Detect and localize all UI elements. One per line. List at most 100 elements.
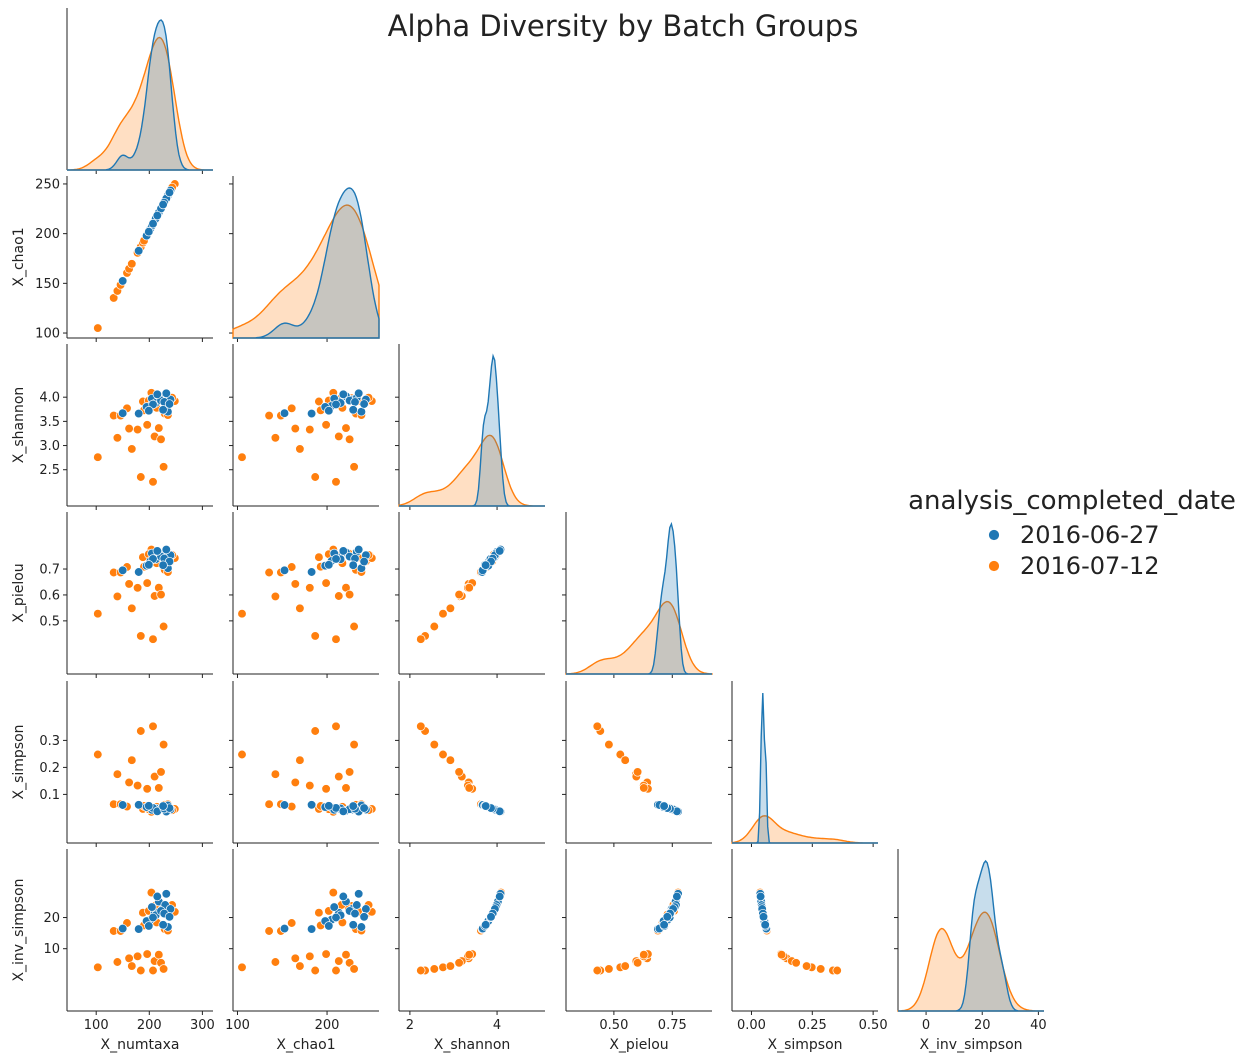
panel-X_inv_simpson-vs-X_chao1: 100 200 X_chao1 [225, 849, 379, 1053]
point-2016-07-12 [429, 621, 439, 632]
point-2016-07-12 [464, 783, 474, 793]
point-2016-07-12 [454, 589, 464, 600]
point-2016-06-27 [348, 920, 358, 930]
panel-X_simpson-vs-X_pielou [562, 681, 712, 847]
point-2016-06-27 [331, 399, 341, 410]
point-2016-06-27 [495, 546, 505, 556]
point-2016-07-12 [154, 423, 164, 433]
point-2016-07-12 [142, 949, 152, 959]
point-2016-06-27 [359, 803, 369, 813]
point-2016-07-12 [349, 462, 359, 472]
point-2016-06-27 [161, 544, 171, 555]
point-2016-06-27 [659, 920, 669, 930]
point-2016-07-12 [429, 964, 439, 974]
point-2016-07-12 [349, 621, 359, 632]
point-2016-07-12 [132, 424, 143, 435]
y-tick-label: 3.5 [39, 415, 60, 430]
y-tick-label: 4.0 [39, 391, 60, 406]
point-2016-07-12 [639, 783, 649, 793]
chart-title: Alpha Diversity by Batch Groups [388, 9, 859, 43]
point-2016-07-12 [341, 423, 351, 433]
point-2016-07-12 [310, 965, 320, 976]
point-2016-06-27 [481, 801, 491, 811]
point-2016-07-12 [344, 767, 355, 777]
point-2016-07-12 [112, 591, 123, 602]
point-2016-07-12 [334, 956, 344, 966]
point-2016-07-12 [124, 953, 134, 963]
panel-X_chao1-vs-X_chao1 [229, 176, 380, 342]
y-tick-label: 0.6 [39, 588, 60, 603]
point-2016-07-12 [154, 783, 164, 793]
point-2016-07-12 [328, 887, 338, 898]
y-axis-label: X_chao1 [11, 227, 27, 286]
x-tick-label: 100 [225, 1018, 250, 1033]
point-2016-07-12 [321, 784, 331, 794]
point-2016-06-27 [134, 924, 144, 934]
point-2016-07-12 [429, 739, 439, 750]
point-2016-07-12 [438, 749, 448, 760]
x-axis-label: X_inv_simpson [919, 1037, 1022, 1053]
kde-2016-06-27 [67, 19, 213, 171]
x-tick-label: 300 [190, 1018, 215, 1033]
panel-X_numtaxa-vs-X_numtaxa [66, 8, 213, 174]
point-2016-06-27 [161, 889, 171, 899]
point-2016-06-27 [659, 801, 669, 811]
panel-X_pielou-vs-X_chao1 [229, 512, 379, 678]
point-2016-06-27 [760, 920, 770, 930]
point-2016-06-27 [118, 565, 128, 575]
point-2016-07-12 [454, 958, 464, 968]
point-2016-06-27 [164, 399, 175, 409]
point-2016-07-12 [136, 472, 146, 482]
point-2016-07-12 [158, 739, 169, 750]
legend-title: analysis_completed_date [908, 486, 1236, 516]
y-tick-label: 250 [35, 177, 60, 192]
point-2016-07-12 [416, 721, 426, 731]
point-2016-07-12 [93, 452, 103, 462]
kde-2016-07-12 [565, 600, 713, 675]
x-tick-label: 0.75 [658, 1018, 687, 1033]
point-2016-07-12 [445, 961, 456, 971]
panel-X_simpson-vs-X_chao1 [229, 681, 379, 847]
point-2016-06-27 [147, 902, 157, 912]
point-2016-07-12 [620, 755, 630, 765]
kde-2016-07-12 [232, 204, 380, 339]
y-tick-label: 0.1 [39, 788, 60, 803]
point-2016-07-12 [124, 777, 134, 788]
point-2016-06-27 [338, 806, 348, 816]
point-2016-07-12 [93, 962, 103, 972]
point-2016-06-27 [144, 560, 154, 570]
point-2016-06-27 [338, 389, 348, 399]
x-tick-label: 20 [974, 1018, 991, 1033]
legend-label-2016-06-27: 2016-06-27 [1020, 521, 1159, 549]
point-2016-06-27 [324, 921, 334, 931]
point-2016-07-12 [148, 965, 158, 976]
point-2016-07-12 [620, 961, 630, 971]
kde-2016-06-27 [399, 353, 545, 507]
point-2016-07-12 [341, 950, 351, 960]
point-2016-07-12 [416, 965, 426, 976]
point-2016-07-12 [816, 964, 826, 974]
point-2016-07-12 [93, 749, 103, 760]
point-2016-07-12 [124, 423, 134, 434]
point-2016-06-27 [118, 800, 128, 810]
legend: analysis_completed_date 2016-06-27 2016-… [908, 486, 1236, 580]
point-2016-07-12 [334, 591, 344, 601]
point-2016-06-27 [144, 406, 154, 416]
point-2016-06-27 [662, 912, 672, 922]
point-2016-07-12 [290, 777, 300, 788]
point-2016-06-27 [331, 912, 341, 923]
point-2016-07-12 [132, 780, 143, 791]
y-axis-label: X_pielou [11, 563, 27, 622]
point-2016-07-12 [416, 634, 426, 644]
point-2016-07-12 [321, 420, 331, 430]
point-2016-07-12 [604, 964, 614, 974]
point-2016-06-27 [152, 546, 162, 556]
point-2016-07-12 [148, 634, 158, 644]
point-2016-06-27 [152, 891, 162, 902]
x-tick-label: 200 [137, 1018, 162, 1033]
point-2016-07-12 [464, 583, 474, 593]
point-2016-06-27 [152, 389, 162, 399]
point-2016-07-12 [331, 477, 341, 487]
point-2016-07-12 [237, 962, 247, 972]
point-2016-06-27 [481, 920, 491, 930]
